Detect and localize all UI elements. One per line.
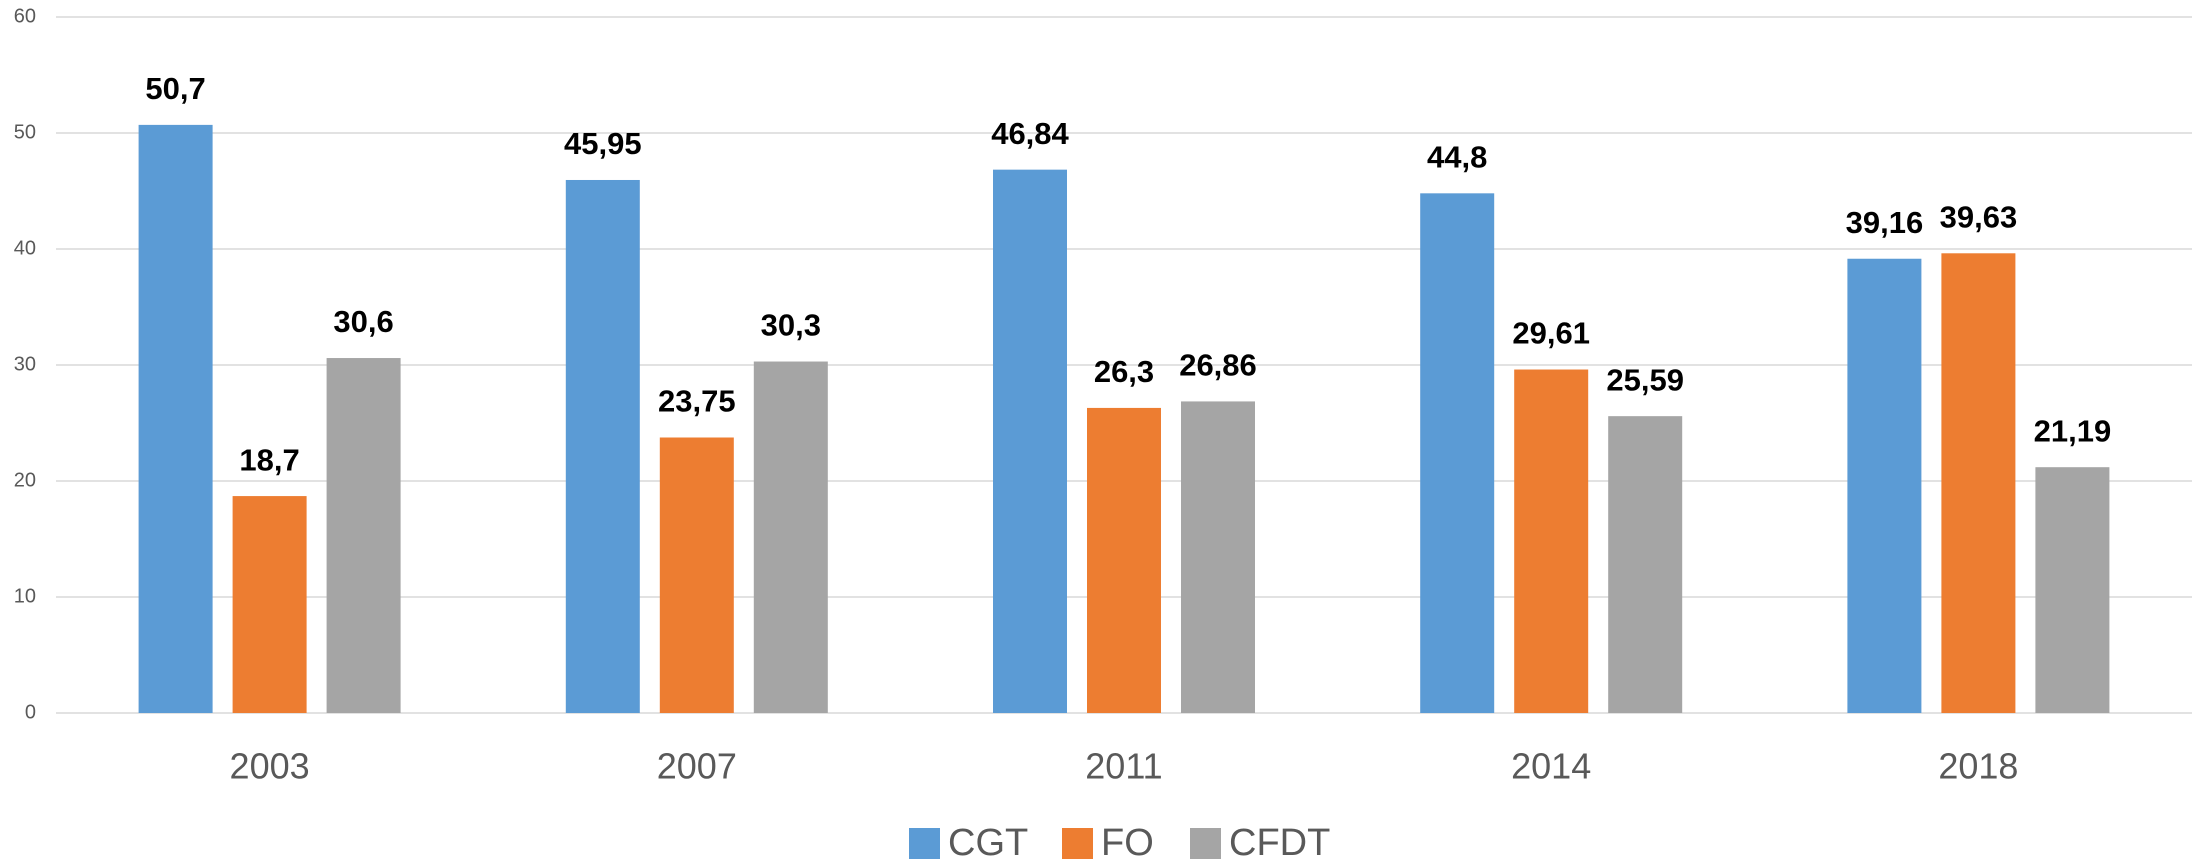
bar	[1608, 416, 1683, 713]
data-label: 39,16	[1846, 205, 1924, 240]
bar	[138, 124, 213, 713]
legend-label: FO	[1101, 822, 1154, 862]
data-label: 18,7	[239, 442, 299, 477]
data-label: 44,8	[1427, 140, 1487, 175]
legend-swatch	[1062, 828, 1093, 859]
data-label: 50,7	[145, 71, 205, 106]
x-tick-label: 2003	[230, 746, 310, 787]
y-tick-label: 40	[14, 237, 36, 259]
legend-label: CGT	[948, 822, 1028, 862]
legend-swatch	[909, 828, 940, 859]
data-label: 23,75	[658, 384, 736, 419]
y-tick-label: 10	[14, 585, 36, 607]
data-label: 46,84	[991, 116, 1069, 151]
x-tick-label: 2018	[1938, 746, 2018, 787]
bar	[1181, 401, 1255, 713]
x-tick-label: 2007	[657, 746, 737, 787]
y-tick-label: 20	[14, 469, 36, 491]
bar	[993, 169, 1067, 713]
bar	[232, 496, 307, 713]
data-label: 21,19	[2034, 413, 2112, 448]
bar	[1514, 369, 1589, 713]
bar	[1941, 253, 2016, 714]
data-label: 39,63	[1940, 199, 2018, 234]
data-label: 30,3	[761, 308, 821, 343]
data-label: 26,86	[1179, 348, 1257, 383]
data-label: 29,61	[1512, 316, 1590, 351]
y-tick-label: 30	[14, 353, 36, 375]
legend-swatch	[1190, 828, 1221, 859]
bar	[753, 361, 828, 713]
bar	[2035, 467, 2110, 713]
x-tick-label: 2014	[1511, 746, 1591, 787]
y-tick-label: 0	[25, 701, 36, 723]
data-label: 25,59	[1606, 362, 1684, 397]
data-label: 26,3	[1094, 354, 1154, 389]
bar	[326, 358, 401, 713]
y-tick-label: 50	[14, 121, 36, 143]
data-label: 30,6	[333, 304, 393, 339]
x-tick-label: 2011	[1085, 746, 1162, 787]
bar	[1420, 193, 1495, 713]
bar	[565, 179, 640, 714]
bar	[659, 437, 734, 713]
bar	[1087, 407, 1161, 713]
legend-label: CFDT	[1229, 822, 1330, 862]
y-tick-label: 60	[14, 5, 36, 27]
data-label: 45,95	[564, 126, 642, 161]
bar	[1847, 258, 1922, 713]
